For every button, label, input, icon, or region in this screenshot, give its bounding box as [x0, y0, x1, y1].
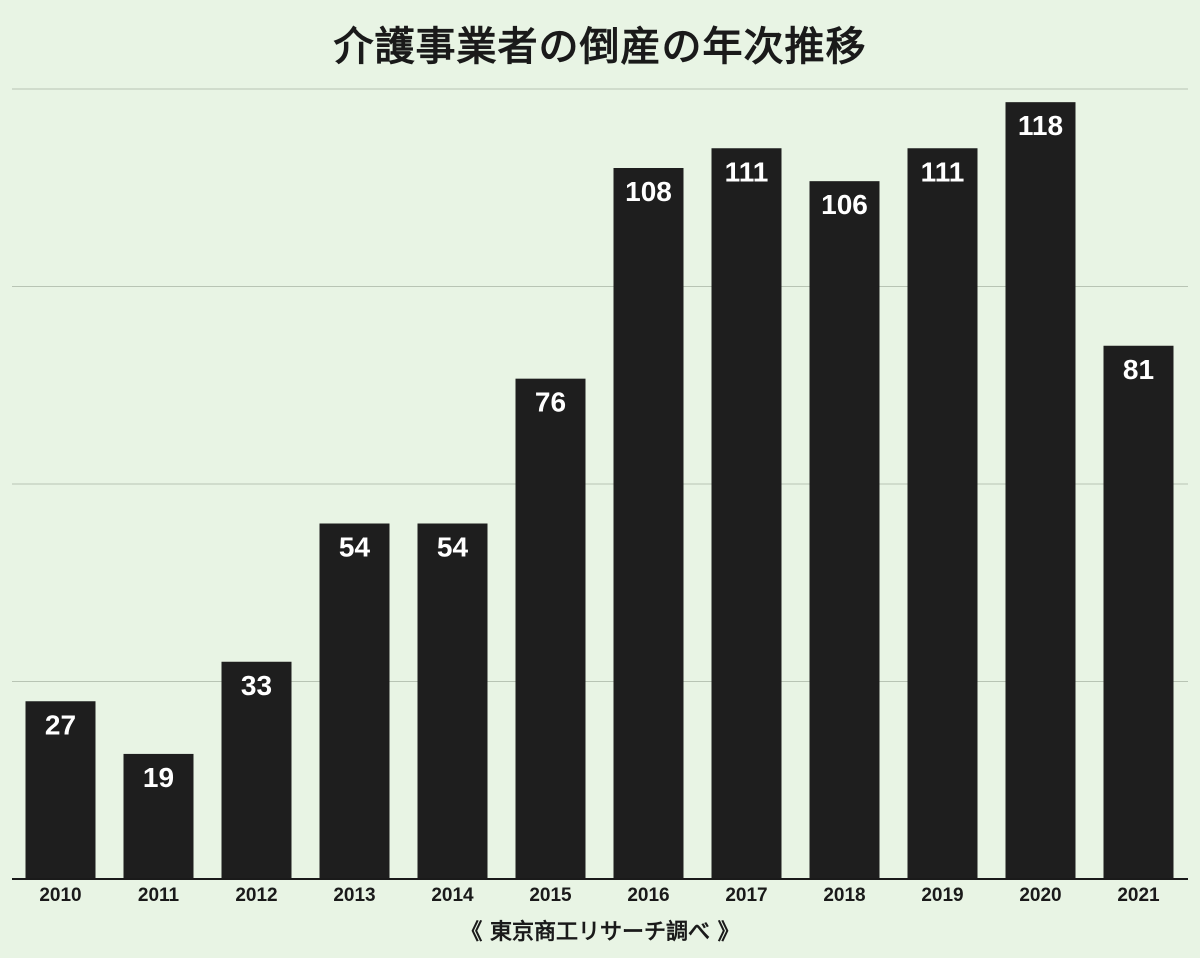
bar-2016: [613, 168, 684, 879]
x-tick-label-2016: 2016: [627, 885, 669, 906]
data-label-2013: 54: [339, 532, 371, 563]
data-label-2014: 54: [437, 532, 469, 563]
data-label-2021: 81: [1123, 354, 1154, 385]
x-tick-label-2018: 2018: [823, 885, 865, 906]
bar-2011: [123, 753, 194, 879]
data-label-2017: 111: [725, 156, 769, 187]
data-label-2018: 106: [821, 189, 868, 220]
x-tick-label-2015: 2015: [529, 885, 572, 906]
bar-2019: [907, 148, 978, 880]
data-label-2010: 27: [45, 709, 76, 740]
x-tick-label-2011: 2011: [138, 885, 180, 906]
bar-2014: [417, 523, 488, 879]
data-label-2015: 76: [535, 387, 566, 418]
bar-2015: [515, 378, 586, 879]
x-tick-label-2010: 2010: [39, 885, 81, 906]
data-label-2019: 111: [921, 156, 965, 187]
x-tick-label-2021: 2021: [1117, 885, 1160, 906]
bar-2018: [809, 181, 880, 880]
x-tick-label-2012: 2012: [235, 885, 277, 906]
x-tick-label-2013: 2013: [333, 885, 375, 906]
chart-title: 介護事業者の倒産の年次推移: [333, 24, 867, 70]
data-label-2016: 108: [625, 176, 672, 207]
data-label-2012: 33: [241, 670, 272, 701]
x-tick-label-2017: 2017: [725, 885, 767, 906]
x-tick-label-2019: 2019: [921, 885, 963, 906]
bar-2020: [1005, 102, 1076, 880]
bar-2013: [319, 523, 390, 879]
data-label-2011: 19: [143, 762, 174, 793]
bar-2012: [221, 661, 292, 879]
bar-2017: [711, 148, 782, 880]
data-label-2020: 118: [1018, 110, 1063, 141]
x-tick-label-2020: 2020: [1019, 885, 1061, 906]
chart-source-note: 《 東京商工リサーチ調べ 》: [460, 920, 740, 945]
bar-2010: [25, 701, 96, 879]
x-tick-label-2014: 2014: [431, 885, 474, 906]
bar-2021: [1103, 345, 1174, 879]
